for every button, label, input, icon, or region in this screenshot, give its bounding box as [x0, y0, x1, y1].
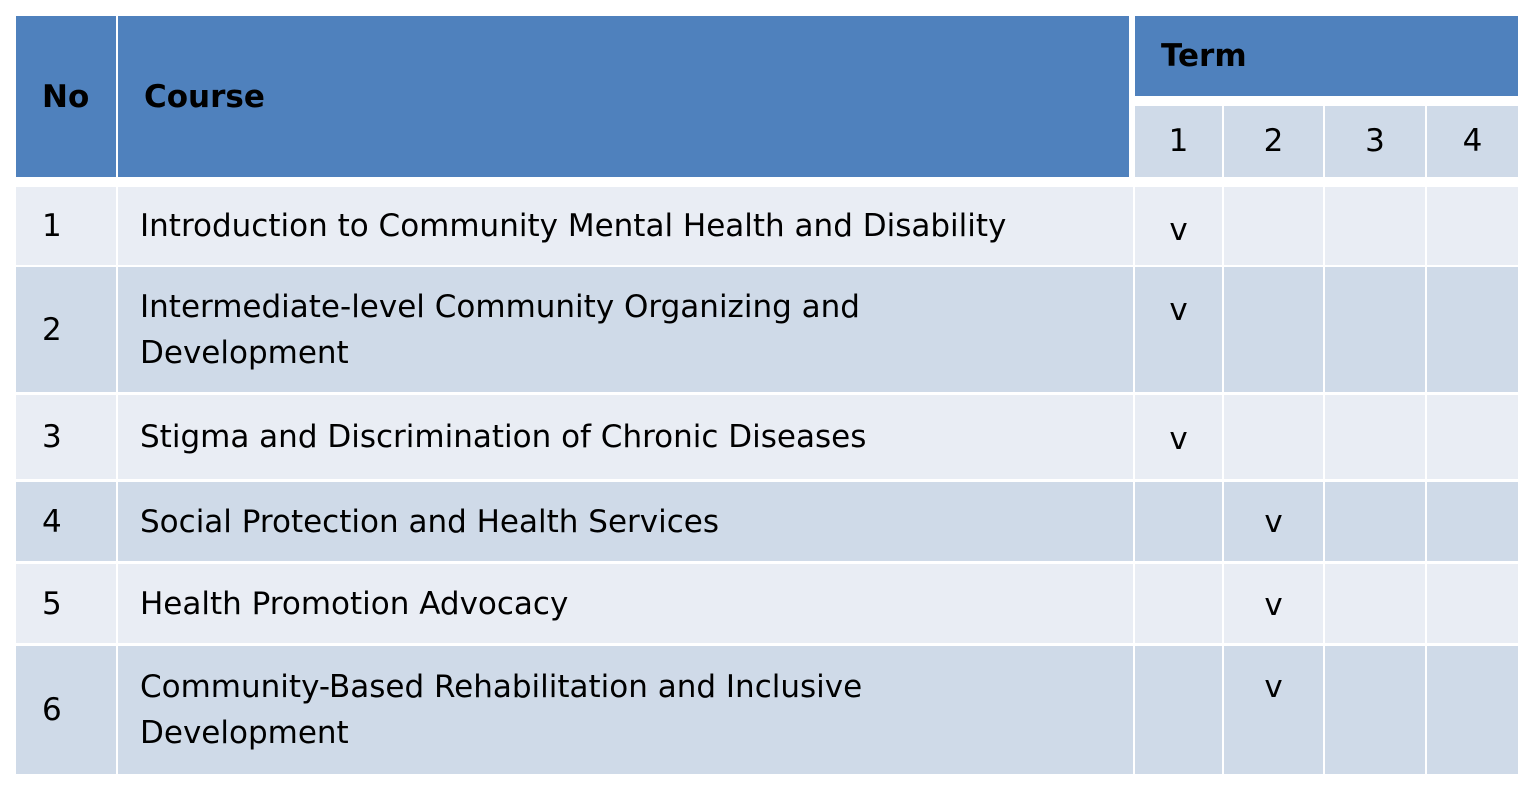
row-3-no-text: 3: [42, 419, 62, 455]
header-term: Term: [1135, 16, 1518, 96]
header-course: Course: [118, 16, 1129, 177]
row-1-term-1-mark: v: [1169, 212, 1188, 248]
row-3-course-text: Stigma and Discrimination of Chronic Dis…: [140, 419, 867, 455]
header-no: No: [16, 16, 116, 177]
header-course-label: Course: [144, 78, 265, 115]
row-2-term-3: [1325, 267, 1425, 392]
row-5-term-3: [1325, 564, 1425, 643]
row-1-no-text: 1: [42, 208, 62, 244]
row-6-no: 6: [16, 646, 116, 774]
row-2-no-text: 2: [42, 311, 62, 348]
row-6-term-3: [1325, 646, 1425, 774]
row-4-course: Social Protection and Health Services: [118, 482, 1133, 561]
row-1-term-3: [1325, 187, 1425, 265]
row-5-term-4: [1427, 564, 1518, 643]
header-term-2: 2: [1224, 106, 1323, 177]
row-6-course-text: Community-Based Rehabilitation and Inclu…: [140, 669, 863, 751]
row-5-no: 5: [16, 564, 116, 643]
row-2-course-text: Intermediate-level Community Organizing …: [140, 288, 860, 371]
row-2-term-1-mark: v: [1169, 292, 1188, 328]
row-6-term-2-mark: v: [1264, 669, 1283, 705]
row-6-term-2: v: [1224, 646, 1323, 774]
row-6-term-4: [1427, 646, 1518, 774]
row-3-term-4: [1427, 395, 1518, 479]
header-term-3: 3: [1325, 106, 1425, 177]
row-4-term-1: [1135, 482, 1222, 561]
row-4-term-3: [1325, 482, 1425, 561]
row-4-term-2: v: [1224, 482, 1323, 561]
row-3-term-1: v: [1135, 395, 1222, 479]
row-1-term-4: [1427, 187, 1518, 265]
row-2-term-4: [1427, 267, 1518, 392]
row-5-term-2: v: [1224, 564, 1323, 643]
row-1-term-2: [1224, 187, 1323, 265]
header-term-label: Term: [1161, 38, 1247, 74]
header-no-label: No: [42, 78, 90, 115]
course-term-table: No Course Term 1 2 3 4 1 Introduction to…: [16, 16, 1518, 774]
row-2-no: 2: [16, 267, 116, 392]
row-2-course: Intermediate-level Community Organizing …: [118, 267, 1133, 392]
row-6-course: Community-Based Rehabilitation and Inclu…: [118, 646, 1133, 774]
row-1-term-1: v: [1135, 187, 1222, 265]
row-3-term-3: [1325, 395, 1425, 479]
row-6-no-text: 6: [42, 692, 62, 728]
row-5-course-text: Health Promotion Advocacy: [140, 585, 569, 622]
row-3-no: 3: [16, 395, 116, 479]
row-4-no: 4: [16, 482, 116, 561]
row-5-term-1: [1135, 564, 1222, 643]
row-4-course-text: Social Protection and Health Services: [140, 503, 719, 540]
row-3-course: Stigma and Discrimination of Chronic Dis…: [118, 395, 1133, 479]
row-3-term-1-mark: v: [1169, 421, 1188, 457]
row-1-course: Introduction to Community Mental Health …: [118, 187, 1133, 265]
header-term-3-label: 3: [1365, 123, 1385, 159]
row-3-term-2: [1224, 395, 1323, 479]
header-term-2-label: 2: [1263, 123, 1284, 159]
row-5-no-text: 5: [42, 585, 62, 622]
row-5-course: Health Promotion Advocacy: [118, 564, 1133, 643]
header-term-4-label: 4: [1462, 123, 1483, 159]
row-5-term-2-mark: v: [1264, 587, 1283, 623]
row-4-no-text: 4: [42, 503, 62, 540]
row-2-term-2: [1224, 267, 1323, 392]
header-term-1-label: 1: [1168, 123, 1189, 159]
row-4-term-4: [1427, 482, 1518, 561]
row-1-no: 1: [16, 187, 116, 265]
header-term-1: 1: [1135, 106, 1222, 177]
row-2-term-1: v: [1135, 267, 1222, 392]
header-term-4: 4: [1427, 106, 1518, 177]
row-1-course-text: Introduction to Community Mental Health …: [140, 208, 1007, 244]
row-4-term-2-mark: v: [1264, 504, 1283, 540]
row-6-term-1: [1135, 646, 1222, 774]
